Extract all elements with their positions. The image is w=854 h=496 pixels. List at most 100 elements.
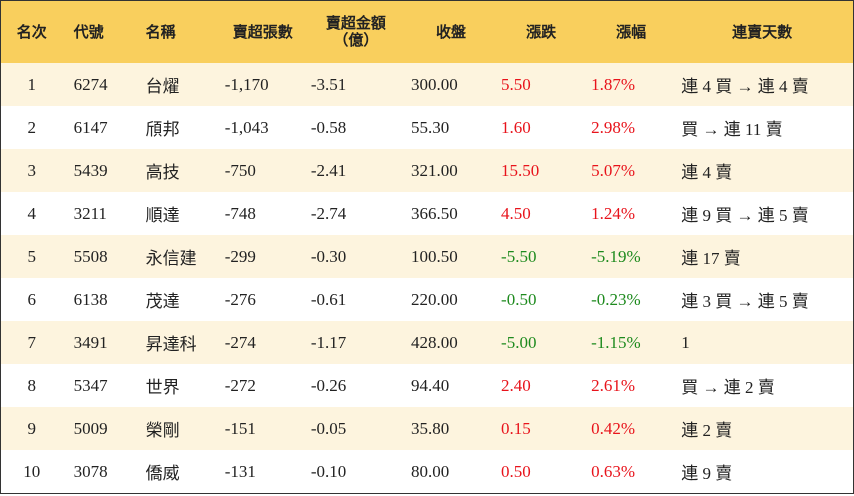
table-row: 9 5009 榮剛 -151 -0.05 35.80 0.15 0.42% 連 2 賣 <box>0 407 854 450</box>
table-cell: 220.00 <box>410 278 502 321</box>
table-cell: -0.23% <box>591 278 682 321</box>
table-cell: 5 <box>0 235 63 278</box>
table-row: 7 3491 昇達科 -274 -1.17 428.00 -5.00 -1.15% 1 <box>0 321 854 364</box>
table-cell: 1 <box>681 321 854 364</box>
table-cell: 6138 <box>62 278 133 321</box>
table-cell: 0.15 <box>501 407 592 450</box>
table-cell: -272 <box>224 364 311 407</box>
table-cell: 2.40 <box>501 364 592 407</box>
table-cell: 6147 <box>62 106 133 149</box>
table-cell: 321.00 <box>410 149 502 192</box>
table-cell: 榮剛 <box>132 407 225 450</box>
table-cell: 5.07% <box>591 149 682 192</box>
table-cell: 1.60 <box>501 106 592 149</box>
table-cell: 5347 <box>62 364 133 407</box>
table-cell: 1 <box>0 63 63 106</box>
table-cell: -0.61 <box>310 278 411 321</box>
table-cell: -1.15% <box>591 321 682 364</box>
table-row: 6 6138 茂達 -276 -0.61 220.00 -0.50 -0.23% 連 3 買 →… <box>0 278 854 321</box>
table-cell: -151 <box>224 407 311 450</box>
header-cell: 連賣天數 <box>681 0 854 63</box>
table-cell: 僑威 <box>132 450 225 494</box>
header-row: 名次 代號 名稱 賣超張數 賣超金額 （億） 收盤 漲跌 漲幅 連賣天數 <box>0 0 854 63</box>
table-cell: 300.00 <box>410 63 502 106</box>
table-cell: -131 <box>224 450 311 494</box>
header-cell: 名次 <box>0 0 63 63</box>
table-cell: 連 9 賣 <box>681 450 854 494</box>
table-cell: -1,043 <box>224 106 311 149</box>
table-cell: 5439 <box>62 149 133 192</box>
table-cell: -5.19% <box>591 235 682 278</box>
table-cell: 連 2 賣 <box>681 407 854 450</box>
table-cell: 連 3 買 → 連 5 賣 <box>681 278 854 321</box>
table-cell: 買 → 連 2 賣 <box>681 364 854 407</box>
table-cell: 0.63% <box>591 450 682 494</box>
table-cell: 7 <box>0 321 63 364</box>
table-header: 名次 代號 名稱 賣超張數 賣超金額 （億） 收盤 漲跌 漲幅 連賣天數 <box>0 0 854 63</box>
table-cell: 0.50 <box>501 450 592 494</box>
table-row: 2 6147 頎邦 -1,043 -0.58 55.30 1.60 2.98% 買 → 連 11… <box>0 106 854 149</box>
table-cell: 15.50 <box>501 149 592 192</box>
table-cell: 366.50 <box>410 192 502 235</box>
table-cell: 2.98% <box>591 106 682 149</box>
table-cell: 連 17 賣 <box>681 235 854 278</box>
header-cell: 漲幅 <box>591 0 682 63</box>
table-cell: 世界 <box>132 364 225 407</box>
table-cell: 2 <box>0 106 63 149</box>
table-cell: -0.50 <box>501 278 592 321</box>
table-cell: 高技 <box>132 149 225 192</box>
table-cell: 428.00 <box>410 321 502 364</box>
table-cell: -276 <box>224 278 311 321</box>
table-cell: 6274 <box>62 63 133 106</box>
table-cell: 茂達 <box>132 278 225 321</box>
table-row: 3 5439 高技 -750 -2.41 321.00 15.50 5.07% 連 4 賣 <box>0 149 854 192</box>
table-cell: 昇達科 <box>132 321 225 364</box>
table-cell: 頎邦 <box>132 106 225 149</box>
header-cell: 收盤 <box>410 0 502 63</box>
table-cell: -274 <box>224 321 311 364</box>
table-cell: -0.10 <box>310 450 411 494</box>
header-cell: 漲跌 <box>501 0 592 63</box>
table-cell: 1.24% <box>591 192 682 235</box>
table-row: 4 3211 順達 -748 -2.74 366.50 4.50 1.24% 連 9 買 → 連… <box>0 192 854 235</box>
table-cell: -2.74 <box>310 192 411 235</box>
table-row: 8 5347 世界 -272 -0.26 94.40 2.40 2.61% 買 → 連 2 賣 <box>0 364 854 407</box>
table-cell: -299 <box>224 235 311 278</box>
header-cell: 代號 <box>62 0 133 63</box>
table-cell: 94.40 <box>410 364 502 407</box>
table-cell: 連 9 買 → 連 5 賣 <box>681 192 854 235</box>
table-cell: 4 <box>0 192 63 235</box>
table-cell: 3211 <box>62 192 133 235</box>
table-cell: -2.41 <box>310 149 411 192</box>
table-cell: 連 4 賣 <box>681 149 854 192</box>
table-cell: -0.05 <box>310 407 411 450</box>
table-cell: 0.42% <box>591 407 682 450</box>
table-cell: 順達 <box>132 192 225 235</box>
table-cell: -5.50 <box>501 235 592 278</box>
table-cell: 買 → 連 11 賣 <box>681 106 854 149</box>
table-cell: 55.30 <box>410 106 502 149</box>
table-cell: 8 <box>0 364 63 407</box>
table-cell: -1.17 <box>310 321 411 364</box>
table-cell: 4.50 <box>501 192 592 235</box>
table-cell: -750 <box>224 149 311 192</box>
table-cell: 5009 <box>62 407 133 450</box>
table-row: 1 6274 台燿 -1,170 -3.51 300.00 5.50 1.87% 連 4 買 →… <box>0 63 854 106</box>
table-cell: -0.26 <box>310 364 411 407</box>
table-cell: 1.87% <box>591 63 682 106</box>
table-cell: -0.30 <box>310 235 411 278</box>
table-cell: 永信建 <box>132 235 225 278</box>
table-cell: 5508 <box>62 235 133 278</box>
header-cell: 賣超張數 <box>224 0 311 63</box>
table-cell: 80.00 <box>410 450 502 494</box>
table-cell: -748 <box>224 192 311 235</box>
table-cell: 台燿 <box>132 63 225 106</box>
table-cell: -1,170 <box>224 63 311 106</box>
table-cell: -3.51 <box>310 63 411 106</box>
header-cell: 賣超金額 （億） <box>310 0 411 63</box>
table-cell: 2.61% <box>591 364 682 407</box>
table-cell: 3078 <box>62 450 133 494</box>
table-cell: 35.80 <box>410 407 502 450</box>
